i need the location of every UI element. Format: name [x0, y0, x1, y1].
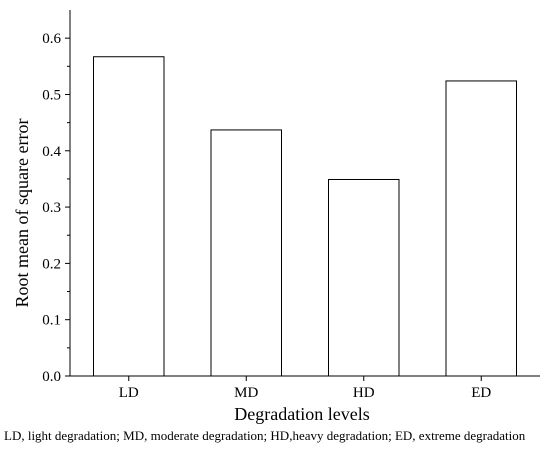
x-axis-ticks: LD MD HD ED — [119, 376, 491, 401]
x-tick-label: ED — [471, 385, 491, 401]
bar-md — [210, 129, 282, 377]
y-axis-title: Root mean of square error — [12, 119, 32, 308]
x-axis-title: Degradation levels — [234, 404, 369, 424]
x-tick-label: MD — [234, 385, 258, 401]
y-axis-ticks: 0.0 0.1 0.2 0.3 0.4 0.5 0.6 — [42, 31, 70, 385]
y-tick-label: 0.4 — [42, 144, 61, 160]
chart-footnote: LD, light degradation; MD, moderate degr… — [4, 428, 526, 443]
y-tick-label: 0.3 — [42, 200, 61, 216]
y-tick-label: 0.0 — [42, 369, 61, 385]
bars — [93, 56, 517, 377]
bar-ld — [93, 56, 165, 377]
bar-ed — [445, 80, 517, 377]
bar-hd — [328, 178, 400, 377]
y-tick-label: 0.5 — [42, 87, 61, 103]
y-tick-label: 0.6 — [42, 31, 61, 47]
y-tick-label: 0.1 — [42, 313, 61, 329]
x-tick-label: LD — [119, 385, 139, 401]
y-tick-label: 0.2 — [42, 256, 61, 272]
x-tick-label: HD — [353, 385, 375, 401]
